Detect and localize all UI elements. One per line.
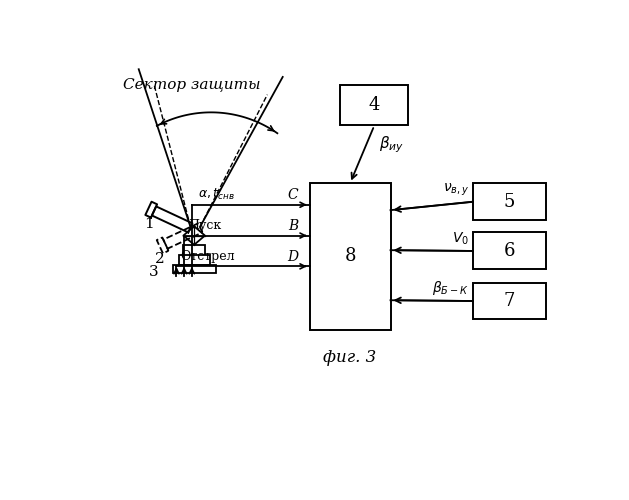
Text: $\nu_{\mathit{в,у}}$: $\nu_{\mathit{в,у}}$	[443, 182, 469, 198]
Text: фиг. 3: фиг. 3	[323, 349, 377, 366]
Text: $V_{\mathit{0}}$: $V_{\mathit{0}}$	[452, 230, 469, 247]
Text: 3: 3	[149, 265, 159, 279]
Text: Отстрел: Отстрел	[181, 250, 235, 264]
Text: 7: 7	[504, 292, 515, 310]
Text: Пуск: Пуск	[188, 220, 221, 232]
Bar	[473, 282, 546, 320]
Text: Сектор защиты: Сектор защиты	[123, 78, 260, 92]
Text: 5: 5	[504, 192, 515, 210]
Bar	[184, 245, 205, 256]
Text: $\alpha, t_{\mathit{снв}}$: $\alpha, t_{\mathit{снв}}$	[198, 186, 235, 202]
Text: 8: 8	[344, 248, 356, 266]
Text: 6: 6	[504, 242, 515, 260]
Bar	[179, 255, 209, 265]
Text: B: B	[288, 219, 298, 233]
Bar	[340, 86, 408, 126]
Bar	[473, 232, 546, 270]
Text: 4: 4	[369, 96, 380, 114]
Text: D: D	[287, 250, 298, 264]
Bar	[172, 265, 216, 272]
Text: C: C	[287, 188, 298, 202]
Text: 2: 2	[155, 252, 164, 266]
Text: 1: 1	[145, 217, 154, 231]
Text: $\beta_{\mathit{Б-К}}$: $\beta_{\mathit{Б-К}}$	[432, 279, 469, 297]
Text: $\beta_{\mathit{иу}}$: $\beta_{\mathit{иу}}$	[379, 134, 404, 156]
Bar	[473, 183, 546, 220]
Bar	[309, 183, 391, 330]
